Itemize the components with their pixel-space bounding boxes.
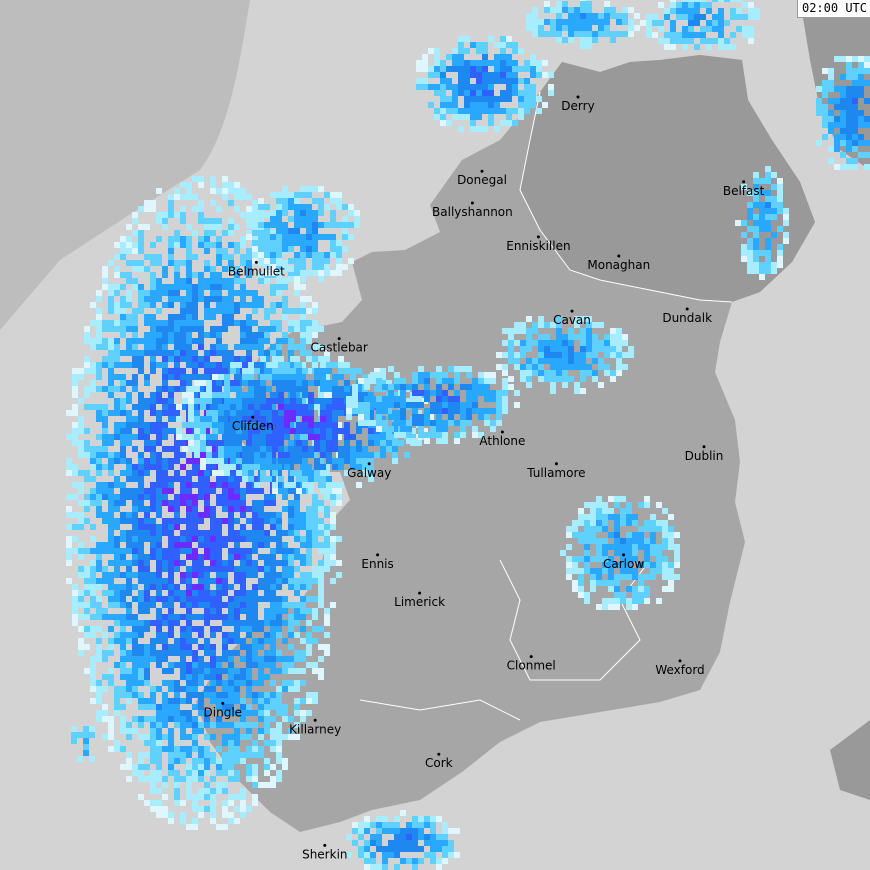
city-label: Killarney: [289, 722, 341, 736]
city-dot: [254, 260, 258, 264]
city-label: Monaghan: [587, 258, 650, 272]
city-label: Dundalk: [662, 311, 712, 325]
city-label: Ballyshannon: [432, 205, 513, 219]
city-dot: [437, 752, 441, 756]
city-dot: [685, 307, 689, 311]
city-label: Clonmel: [507, 659, 556, 673]
city-dot: [529, 655, 533, 659]
city-dot: [480, 169, 484, 173]
city-label: Cork: [425, 756, 453, 770]
city-label: Dingle: [204, 705, 243, 719]
city-label: Cavan: [553, 313, 591, 327]
city-dot: [622, 553, 626, 557]
city-label: Clifden: [232, 419, 274, 433]
city-dot: [337, 337, 341, 341]
city-dot: [323, 843, 327, 847]
county-border: [499, 559, 651, 681]
city-dot: [418, 591, 422, 595]
city-label: Dublin: [685, 449, 724, 463]
city-label: Belmullet: [228, 264, 285, 278]
city-labels: Derry Donegal Ballyshannon Enniskillen Belfa…: [204, 95, 765, 861]
timestamp: 02:00 UTC: [796, 0, 870, 18]
city-label: Sherkin: [302, 847, 347, 861]
city-dot: [536, 235, 540, 239]
city-label: Limerick: [394, 595, 445, 609]
city-label: Wexford: [655, 663, 704, 677]
county-border: [359, 699, 521, 721]
land-mass: [196, 0, 870, 832]
city-dot: [617, 254, 621, 258]
city-label: Donegal: [457, 173, 507, 187]
wales-land: [830, 720, 870, 800]
city-dot: [570, 309, 574, 313]
city-label: Enniskillen: [506, 239, 570, 253]
city-dot: [221, 701, 225, 705]
city-dot: [742, 180, 746, 184]
city-dot: [367, 462, 371, 466]
city-label: Castlebar: [311, 341, 368, 355]
city-dot: [376, 553, 380, 557]
city-dot: [554, 462, 558, 466]
city-label: Ennis: [361, 557, 393, 571]
city-label: Athlone: [479, 434, 525, 448]
city-label: Belfast: [723, 184, 765, 198]
border-line: [519, 91, 733, 303]
city-label: Derry: [561, 99, 594, 113]
city-dot: [500, 430, 504, 434]
city-dot: [313, 718, 317, 722]
city-dot: [678, 659, 682, 663]
city-label: Tullamore: [526, 466, 585, 480]
city-dot: [702, 445, 706, 449]
city-label: Galway: [347, 466, 391, 480]
city-dot: [251, 415, 255, 419]
city-dot: [576, 95, 580, 99]
out-of-range-area: [0, 0, 250, 330]
city-dot: [470, 201, 474, 205]
city-label: Carlow: [603, 557, 644, 571]
radar-precipitation: [66, 0, 870, 870]
northern-ireland-land: [520, 55, 815, 302]
